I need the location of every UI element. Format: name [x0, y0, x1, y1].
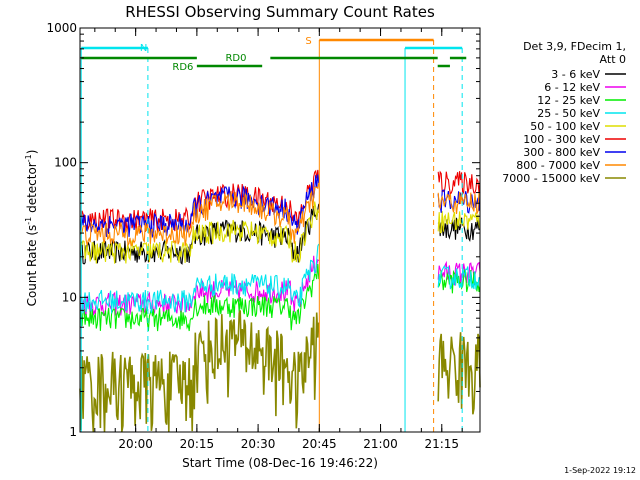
legend-label: 800 - 7000 keV [516, 159, 600, 172]
series-line [437, 332, 481, 415]
y-axis-label-sup2: -1 [24, 154, 33, 162]
plot-area: N S RD0 RD6 [79, 36, 481, 433]
series-line [79, 201, 320, 264]
x-tick-label: 21:00 [363, 437, 398, 451]
y-axis-label: Count Rate (s-1 detector-1) [24, 150, 39, 307]
timestamp: 1-Sep-2022 19:12 [564, 466, 636, 475]
y-axis-label-main: Count Rate (s [25, 225, 39, 307]
legend-label: 6 - 12 keV [544, 81, 600, 94]
legend-label: 7000 - 15000 keV [502, 172, 600, 185]
x-tick-label: 20:15 [180, 437, 215, 451]
series-line [79, 310, 320, 433]
x-tick-label: 20:30 [241, 437, 276, 451]
plot-frame [79, 27, 481, 433]
legend-label: 25 - 50 keV [537, 107, 600, 120]
legend-header-2: Att 0 [600, 53, 626, 66]
series-line [437, 265, 480, 290]
legend-label: 300 - 800 keV [523, 146, 600, 159]
series-line [437, 211, 481, 234]
rd0-label: RD0 [225, 53, 246, 64]
y-tick-label: 1000 [46, 21, 77, 35]
night-label: N [140, 43, 147, 54]
series-line [79, 255, 320, 317]
y-tick-label: 1 [69, 425, 77, 439]
y-axis-label-mid: detector [25, 162, 39, 217]
axes: 1 10 100 1000 20:00 20:15 20:30 20:45 21:00 21:15 [46, 21, 481, 451]
series-line [79, 243, 320, 314]
legend-label: 50 - 100 keV [530, 120, 600, 133]
legend-label: 12 - 25 keV [537, 94, 600, 107]
y-axis-label-sup1: -1 [24, 217, 33, 225]
chart-title: RHESSI Observing Summary Count Rates [125, 3, 435, 21]
series-line [437, 191, 481, 215]
x-tick-label: 20:45 [302, 437, 337, 451]
rd6-label: RD6 [172, 62, 193, 73]
x-axis-label: Start Time (08-Dec-16 19:46:22) [182, 456, 378, 470]
legend-header-1: Det 3,9, FDecim 1, [523, 40, 626, 53]
series-line [437, 170, 481, 196]
x-tick-label: 20:00 [118, 437, 153, 451]
series-line [79, 182, 320, 247]
series-line [79, 169, 320, 233]
saa-label: S [305, 36, 311, 47]
legend-label: 100 - 300 keV [523, 133, 600, 146]
y-tick-label: 10 [62, 290, 77, 304]
x-tick-label: 21:15 [424, 437, 459, 451]
y-tick-label: 100 [54, 156, 77, 170]
legend-label: 3 - 6 keV [551, 68, 600, 81]
y-axis-label-end: ) [25, 150, 39, 155]
